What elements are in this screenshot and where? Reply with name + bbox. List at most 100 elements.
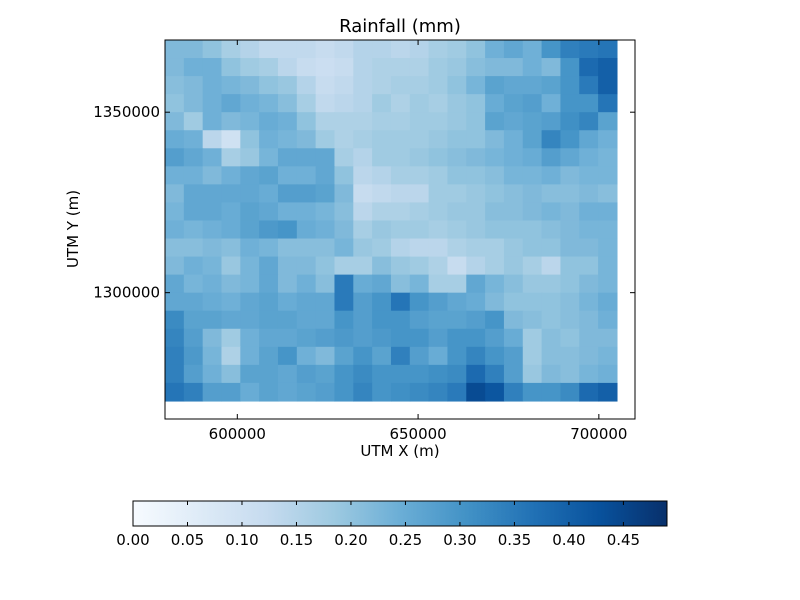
heatmap-cell xyxy=(240,184,260,204)
heatmap-cell xyxy=(579,274,599,294)
heatmap-cell xyxy=(296,76,317,95)
heatmap-cell xyxy=(447,40,467,59)
heatmap-cell xyxy=(202,202,223,222)
heatmap-cell xyxy=(503,256,524,276)
heatmap-cell xyxy=(579,130,599,149)
heatmap-cell xyxy=(315,130,336,149)
heatmap-cell xyxy=(296,382,317,402)
colorbar-frame xyxy=(132,500,668,527)
heatmap-cell xyxy=(165,94,185,113)
heatmap-cell xyxy=(522,274,543,294)
heatmap-cell xyxy=(466,184,486,204)
heatmap-cell xyxy=(372,58,392,77)
heatmap-cell xyxy=(428,382,449,402)
heatmap-cell xyxy=(428,40,449,59)
heatmap-cell xyxy=(183,274,204,294)
heatmap-cell xyxy=(390,382,411,402)
heatmap-cell xyxy=(522,256,543,276)
heatmap-cell xyxy=(579,328,599,348)
heatmap-cell xyxy=(259,76,279,95)
heatmap-cell xyxy=(447,292,467,312)
chart-title: Rainfall (mm) xyxy=(339,16,461,37)
heatmap-cell xyxy=(165,364,185,384)
heatmap-cell xyxy=(202,76,223,95)
heatmap-cell xyxy=(221,382,241,402)
heatmap-cell xyxy=(315,292,336,312)
heatmap-cell xyxy=(598,238,618,258)
heatmap-cell xyxy=(390,274,411,294)
heatmap-cell xyxy=(165,148,185,167)
heatmap-cell xyxy=(353,40,373,59)
heatmap-cell xyxy=(560,148,580,167)
heatmap-cell xyxy=(485,310,505,330)
plot-frame xyxy=(164,39,636,420)
heatmap-cell xyxy=(296,40,317,59)
heatmap-cell xyxy=(165,238,185,258)
heatmap-cell xyxy=(560,346,580,366)
heatmap-cell xyxy=(221,40,241,59)
heatmap-cell xyxy=(183,130,204,149)
heatmap-cell xyxy=(165,166,185,185)
heatmap-cell xyxy=(541,238,562,258)
heatmap-cell xyxy=(485,94,505,113)
heatmap-cell xyxy=(353,274,373,294)
heatmap-cell xyxy=(409,166,430,185)
heatmap-cell xyxy=(579,238,599,258)
heatmap-cell xyxy=(409,382,430,402)
heatmap-cells xyxy=(165,40,618,402)
heatmap-cell xyxy=(259,166,279,185)
heatmap-cell xyxy=(202,274,223,294)
heatmap-cell xyxy=(165,292,185,312)
heatmap-cell xyxy=(183,76,204,95)
heatmap-cell xyxy=(598,382,618,402)
heatmap-cell xyxy=(390,292,411,312)
heatmap-cell xyxy=(522,202,543,222)
heatmap-cell xyxy=(240,94,260,113)
heatmap-cell xyxy=(560,76,580,95)
heatmap-cell xyxy=(353,292,373,312)
heatmap-cell xyxy=(372,166,392,185)
heatmap-cell xyxy=(183,346,204,366)
heatmap-cell xyxy=(390,58,411,77)
heatmap-cell xyxy=(560,58,580,77)
heatmap-cell xyxy=(296,184,317,204)
heatmap-cell xyxy=(372,310,392,330)
heatmap-cell xyxy=(390,94,411,113)
heatmap-cell xyxy=(353,58,373,77)
heatmap-cell xyxy=(579,184,599,204)
heatmap-cell xyxy=(296,202,317,222)
colorbar-tick-label: 0.30 xyxy=(443,531,476,549)
heatmap-cell xyxy=(353,382,373,402)
heatmap-cell xyxy=(221,310,241,330)
heatmap-cell xyxy=(466,166,486,185)
heatmap-cell xyxy=(334,238,354,258)
heatmap-cell xyxy=(334,274,354,294)
heatmap-cell xyxy=(334,382,354,402)
heatmap-cell xyxy=(560,130,580,149)
heatmap-cell xyxy=(202,328,223,348)
colorbar-tick-label: 0.10 xyxy=(225,531,258,549)
heatmap-cell xyxy=(202,166,223,185)
heatmap-cell xyxy=(221,94,241,113)
colorbar-ticks: 0.00 0.05 0.10 0.15 0.20 0.25 0.30 0.35 0.40 0.45 xyxy=(116,501,640,549)
heatmap-cell xyxy=(428,202,449,222)
heatmap-cell xyxy=(372,220,392,240)
heatmap-cell xyxy=(560,328,580,348)
heatmap-cell xyxy=(315,148,336,167)
heatmap-cell xyxy=(522,76,543,95)
heatmap-cell xyxy=(259,346,279,366)
heatmap-cell xyxy=(315,94,336,113)
heatmap-cell xyxy=(259,328,279,348)
heatmap-cell xyxy=(165,184,185,204)
heatmap-cell xyxy=(221,76,241,95)
heatmap-cell xyxy=(240,328,260,348)
heatmap-cell xyxy=(409,184,430,204)
heatmap-cell xyxy=(240,220,260,240)
heatmap-cell xyxy=(447,202,467,222)
heatmap-cell xyxy=(560,184,580,204)
heatmap-cell xyxy=(277,94,298,113)
heatmap-cell xyxy=(428,184,449,204)
heatmap-cell xyxy=(503,328,524,348)
heatmap-cell xyxy=(428,364,449,384)
heatmap-cell xyxy=(390,148,411,167)
